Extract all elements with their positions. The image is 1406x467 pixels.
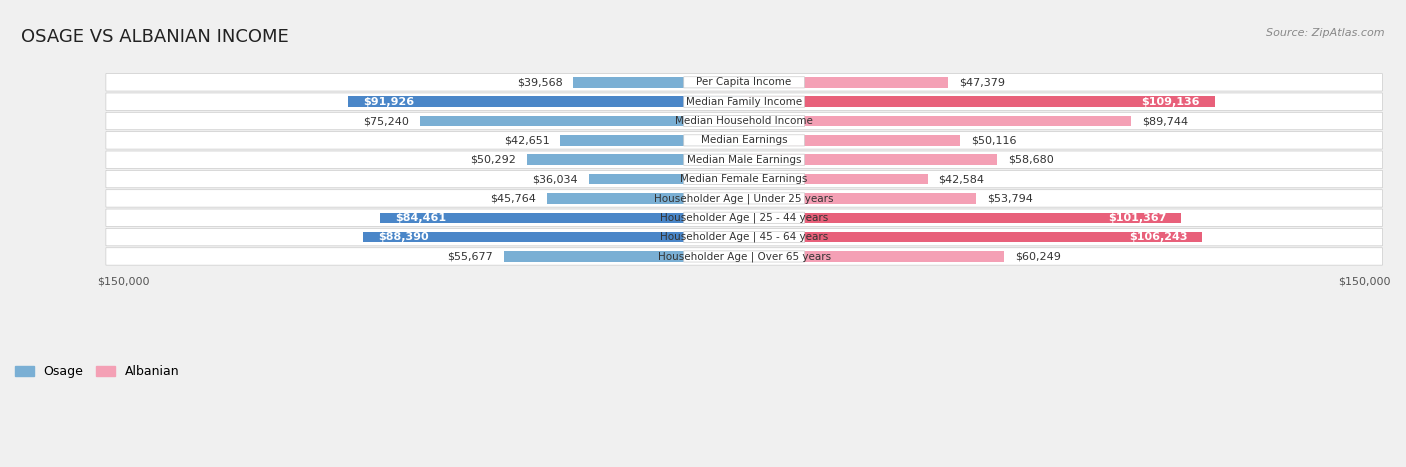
Bar [744,232,1202,242]
FancyBboxPatch shape [683,251,804,262]
Bar [744,174,928,184]
Text: $84,461: $84,461 [395,213,446,223]
Text: Median Male Earnings: Median Male Earnings [688,155,801,165]
Text: $50,116: $50,116 [972,135,1017,145]
Bar [744,155,997,165]
Bar [527,155,744,165]
Bar [744,77,949,87]
FancyBboxPatch shape [105,190,1382,207]
Text: $53,794: $53,794 [987,193,1033,204]
FancyBboxPatch shape [683,115,804,127]
FancyBboxPatch shape [683,96,804,107]
Text: $150,000: $150,000 [1339,277,1391,287]
Bar [574,77,744,87]
FancyBboxPatch shape [105,151,1382,169]
FancyBboxPatch shape [105,113,1382,130]
Bar [744,135,960,146]
Text: $39,568: $39,568 [517,78,562,87]
FancyBboxPatch shape [105,132,1382,149]
Bar [503,251,744,262]
Bar [744,212,1181,223]
Text: Householder Age | Over 65 years: Householder Age | Over 65 years [658,251,831,262]
FancyBboxPatch shape [105,74,1382,91]
Text: $106,243: $106,243 [1129,232,1187,242]
Bar [547,193,744,204]
Text: $58,680: $58,680 [1008,155,1053,165]
Text: Median Female Earnings: Median Female Earnings [681,174,808,184]
Bar [744,116,1132,126]
Bar [560,135,744,146]
Text: $42,584: $42,584 [939,174,984,184]
FancyBboxPatch shape [683,135,804,146]
Text: Householder Age | 45 - 64 years: Householder Age | 45 - 64 years [659,232,828,242]
Text: $42,651: $42,651 [503,135,550,145]
Text: Per Capita Income: Per Capita Income [696,78,792,87]
Text: $47,379: $47,379 [959,78,1005,87]
FancyBboxPatch shape [683,212,804,223]
Bar [347,97,744,107]
Text: $50,292: $50,292 [471,155,516,165]
Text: $45,764: $45,764 [491,193,536,204]
Text: $150,000: $150,000 [97,277,150,287]
Text: $91,926: $91,926 [363,97,413,106]
Bar [744,251,1004,262]
FancyBboxPatch shape [683,77,804,88]
Text: $60,249: $60,249 [1015,251,1060,262]
Text: $36,034: $36,034 [533,174,578,184]
Text: $109,136: $109,136 [1142,97,1199,106]
Text: $88,390: $88,390 [378,232,429,242]
Text: Householder Age | Under 25 years: Householder Age | Under 25 years [654,193,834,204]
Text: Median Family Income: Median Family Income [686,97,803,106]
FancyBboxPatch shape [105,93,1382,110]
FancyBboxPatch shape [683,193,804,204]
FancyBboxPatch shape [105,209,1382,226]
Text: Householder Age | 25 - 44 years: Householder Age | 25 - 44 years [659,212,828,223]
Text: Source: ZipAtlas.com: Source: ZipAtlas.com [1267,28,1385,38]
FancyBboxPatch shape [683,154,804,165]
Bar [744,193,976,204]
Legend: Osage, Albanian: Osage, Albanian [15,365,180,378]
FancyBboxPatch shape [105,228,1382,246]
Bar [744,97,1215,107]
Text: $101,367: $101,367 [1108,213,1166,223]
Text: Median Household Income: Median Household Income [675,116,813,126]
Bar [419,116,744,126]
Text: Median Earnings: Median Earnings [700,135,787,145]
Bar [363,232,744,242]
Text: $89,744: $89,744 [1142,116,1188,126]
FancyBboxPatch shape [683,173,804,184]
Text: OSAGE VS ALBANIAN INCOME: OSAGE VS ALBANIAN INCOME [21,28,288,46]
Bar [380,212,744,223]
FancyBboxPatch shape [683,232,804,243]
Text: $55,677: $55,677 [447,251,494,262]
FancyBboxPatch shape [105,248,1382,265]
FancyBboxPatch shape [105,170,1382,188]
Text: $75,240: $75,240 [363,116,409,126]
Bar [589,174,744,184]
